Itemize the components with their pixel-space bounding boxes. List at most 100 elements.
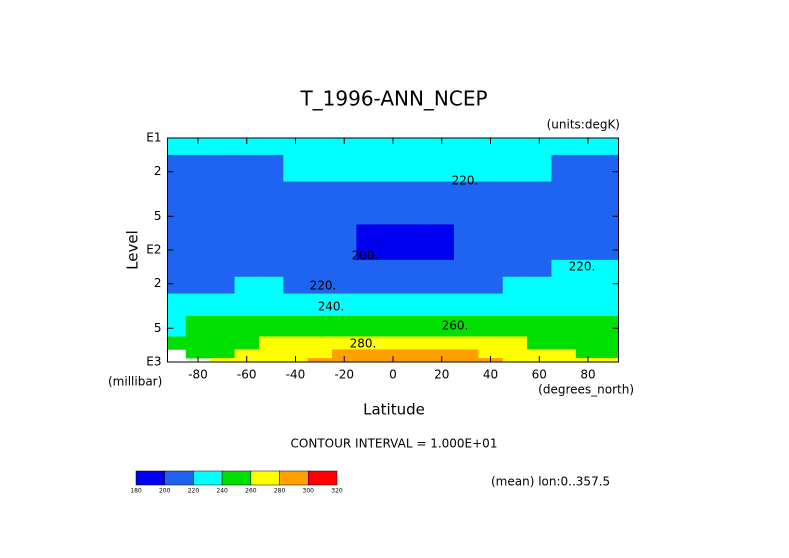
contour-cell — [575, 259, 601, 278]
colorbar-label: 180 — [130, 488, 142, 495]
contour-cell — [453, 293, 479, 317]
contour-label: 280. — [350, 337, 377, 351]
contour-label: 220. — [569, 260, 596, 274]
contour-cell — [234, 349, 260, 359]
contour-cell — [478, 203, 504, 225]
contour-cell — [234, 154, 260, 182]
contour-cell — [453, 349, 479, 359]
contour-cell — [502, 181, 528, 205]
contour-cell — [575, 241, 601, 261]
contour-cell — [600, 315, 619, 337]
contour-cell — [527, 293, 552, 317]
contour-cell — [234, 336, 260, 350]
contour-cell — [380, 138, 406, 156]
contour-cell — [551, 181, 577, 205]
contour-cell — [258, 203, 284, 225]
contour-cell — [575, 138, 601, 156]
x-tick-label: 0 — [389, 368, 397, 382]
contour-cell — [453, 181, 479, 205]
contour-cell — [502, 154, 528, 182]
contour-cell — [453, 259, 479, 278]
contour-cell — [185, 224, 211, 242]
colorbar-label: 200 — [159, 488, 171, 495]
contour-cell — [356, 349, 382, 359]
colorbar-label: 280 — [274, 488, 286, 495]
chart-title: T_1996-ANN_NCEP — [299, 87, 487, 111]
contour-cell — [600, 181, 619, 205]
y-units: (millibar) — [108, 375, 162, 389]
contour-cell — [380, 241, 406, 261]
contour-cell — [210, 315, 235, 337]
contour-cell — [356, 259, 382, 278]
contour-cell — [575, 203, 601, 225]
contour-cell — [575, 349, 601, 359]
contour-cell — [210, 358, 235, 363]
contour-cell — [356, 181, 382, 205]
contour-cell — [210, 224, 235, 242]
contour-cell — [356, 224, 382, 242]
contour-cell — [332, 138, 357, 156]
contour-cell — [429, 241, 455, 261]
contour-cell — [185, 349, 211, 359]
contour-cell — [307, 203, 333, 225]
contour-cell — [234, 181, 260, 205]
colorbar-swatch — [135, 470, 165, 486]
contour-cell — [258, 154, 284, 182]
contour-cell — [478, 259, 504, 278]
contour-cell — [405, 276, 430, 294]
contour-cell — [551, 293, 577, 317]
contour-cell — [551, 154, 577, 182]
contour-cell — [307, 336, 333, 350]
y-tick-label: E2 — [146, 243, 161, 257]
contour-cell — [478, 293, 504, 317]
x-tick-label: 20 — [434, 368, 449, 382]
contour-cell — [405, 259, 430, 278]
contour-cell — [356, 241, 382, 261]
contour-cell — [502, 138, 528, 156]
colorbar-swatch — [279, 470, 309, 486]
contour-cell — [600, 349, 619, 359]
contour-cell — [307, 154, 333, 182]
contour-cell — [283, 138, 309, 156]
contour-cell — [332, 276, 357, 294]
contour-cell — [575, 293, 601, 317]
contour-cell — [258, 336, 284, 350]
contour-cell — [478, 224, 504, 242]
contour-cell — [234, 224, 260, 242]
contour-cell — [453, 154, 479, 182]
contour-cell — [551, 259, 577, 278]
contour-cell — [283, 336, 309, 350]
contour-cell — [551, 203, 577, 225]
contour-cell — [185, 154, 211, 182]
contour-cell — [210, 181, 235, 205]
x-tick-label: -80 — [188, 368, 208, 382]
contour-cell — [551, 138, 577, 156]
contour-cell — [332, 336, 357, 350]
contour-cell — [167, 154, 187, 182]
contour-interval: CONTOUR INTERVAL = 1.000E+01 — [291, 437, 498, 451]
contour-cell — [307, 315, 333, 337]
contour-cell — [405, 224, 430, 242]
contour-cell — [527, 259, 552, 278]
contour-cell — [258, 349, 284, 359]
contour-cell — [283, 293, 309, 317]
contour-cell — [551, 276, 577, 294]
contour-cell — [453, 203, 479, 225]
contour-cell — [380, 203, 406, 225]
contour-cell — [356, 293, 382, 317]
contour-cell — [332, 315, 357, 337]
contour-cell — [429, 336, 455, 350]
x-tick-label: -40 — [286, 368, 306, 382]
x-units: (degrees_north) — [538, 383, 634, 397]
contour-cell — [185, 336, 211, 350]
contour-cell — [429, 349, 455, 359]
x-tick-label: 60 — [532, 368, 547, 382]
contour-cell — [258, 224, 284, 242]
contour-cell — [332, 259, 357, 278]
contour-cell — [405, 336, 430, 350]
colorbar-label: 320 — [331, 488, 343, 495]
contour-cell — [478, 349, 504, 359]
contour-cell — [258, 315, 284, 337]
contour-cell — [210, 203, 235, 225]
contour-cell — [453, 224, 479, 242]
